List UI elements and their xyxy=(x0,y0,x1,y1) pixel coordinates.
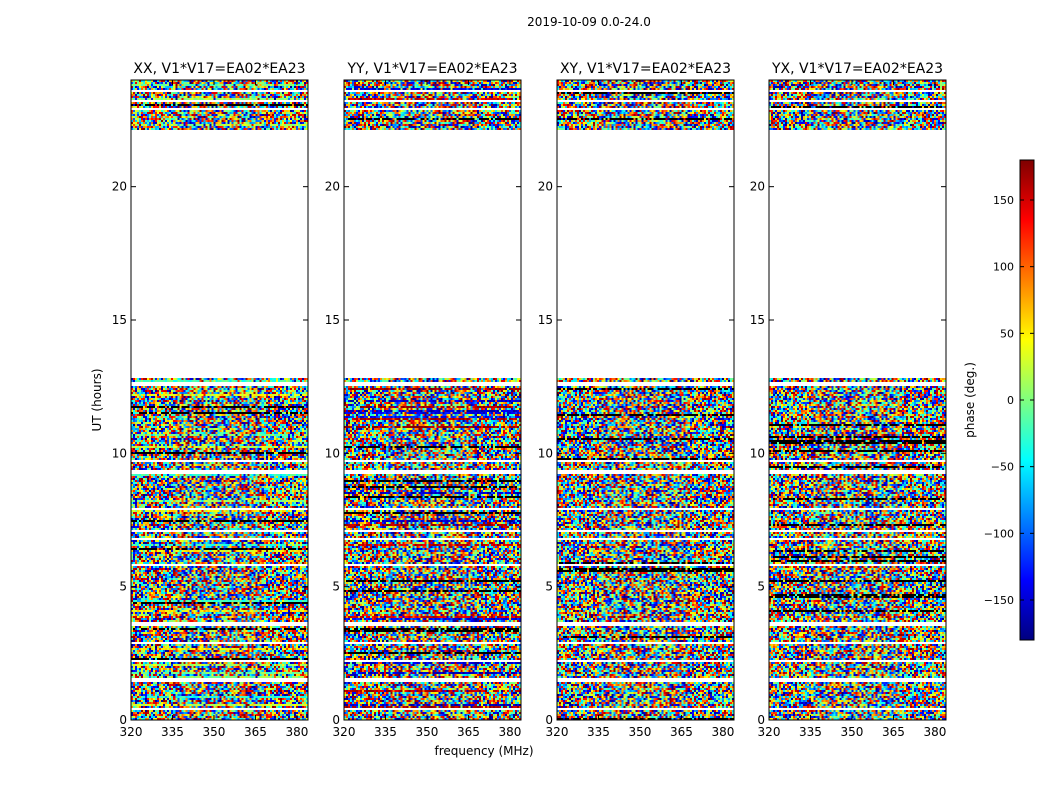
panel-frame xyxy=(556,79,735,721)
x-tick-label: 335 xyxy=(799,725,822,739)
figure-title: 2019-10-09 0.0-24.0 xyxy=(527,15,651,29)
x-tick-label: 365 xyxy=(244,725,267,739)
panel-waterfall-image xyxy=(557,80,734,720)
panel-waterfall-image xyxy=(344,80,521,720)
panels: XX, V1*V17=EA02*EA23 320 335 350 365 380 0 5 10 1… xyxy=(112,61,947,739)
colorbar-tick-label: 150 xyxy=(993,194,1014,207)
x-tick-label: 320 xyxy=(120,725,143,739)
panel-frame xyxy=(343,79,522,721)
x-axis-label: frequency (MHz) xyxy=(434,744,533,758)
colorbar-ticks: 150 100 50 0 −50 −100 −150 xyxy=(984,194,1034,607)
y-axis-label: UT (hours) xyxy=(90,368,104,431)
panel-4: YX, V1*V17=EA02*EA23 320 335 350 365 380 0 5 10 1… xyxy=(750,61,947,739)
panel-waterfall-image xyxy=(769,80,946,720)
y-tick-label: 20 xyxy=(325,180,340,194)
x-tick-label: 350 xyxy=(203,725,226,739)
colorbar-tick-label: −150 xyxy=(984,594,1014,607)
y-tick-label: 15 xyxy=(112,313,127,327)
colorbar-label: phase (deg.) xyxy=(963,362,977,438)
y-tick-label: 15 xyxy=(750,313,765,327)
y-tick-label: 10 xyxy=(538,446,553,460)
y-tick-label: 15 xyxy=(325,313,340,327)
y-tick-label: 20 xyxy=(538,180,553,194)
y-tick-label: 20 xyxy=(750,180,765,194)
x-tick-label: 350 xyxy=(629,725,652,739)
y-tick-label: 5 xyxy=(332,580,340,594)
colorbar-tick-label: −100 xyxy=(984,527,1014,540)
y-tick-label: 20 xyxy=(112,180,127,194)
colorbar-tick-label: 0 xyxy=(1007,394,1014,407)
y-tick-label: 10 xyxy=(112,446,127,460)
y-tick-label: 5 xyxy=(757,580,765,594)
y-tick-label: 0 xyxy=(119,713,127,727)
x-tick-label: 365 xyxy=(457,725,480,739)
panel-title: XY, V1*V17=EA02*EA23 xyxy=(560,61,731,77)
y-tick-label: 10 xyxy=(325,446,340,460)
x-tick-label: 320 xyxy=(546,725,569,739)
x-tick-label: 320 xyxy=(333,725,356,739)
colorbar-tick-label: −50 xyxy=(991,461,1014,474)
y-tick-label: 15 xyxy=(538,313,553,327)
panel-title: YX, V1*V17=EA02*EA23 xyxy=(771,61,943,77)
panel-1: XX, V1*V17=EA02*EA23 320 335 350 365 380 0 5 10 1… xyxy=(112,61,309,739)
panel-2: YY, V1*V17=EA02*EA23 320 335 350 365 380 0 5 10 1… xyxy=(325,61,522,739)
x-tick-label: 380 xyxy=(285,725,308,739)
y-tick-label: 10 xyxy=(750,446,765,460)
panel-frame xyxy=(768,79,947,721)
colorbar-tick-label: 50 xyxy=(1000,327,1014,340)
x-tick-label: 380 xyxy=(711,725,734,739)
y-tick-label: 0 xyxy=(545,713,553,727)
y-tick-label: 0 xyxy=(332,713,340,727)
panel-3: XY, V1*V17=EA02*EA23 320 335 350 365 380 0 5 10 1… xyxy=(538,61,735,739)
x-tick-label: 335 xyxy=(587,725,610,739)
x-tick-label: 320 xyxy=(758,725,781,739)
x-tick-label: 380 xyxy=(498,725,521,739)
colorbar: 150 100 50 0 −50 −100 −150 phase (deg.) xyxy=(963,159,1035,641)
x-tick-label: 335 xyxy=(161,725,184,739)
panel-title: YY, V1*V17=EA02*EA23 xyxy=(346,61,517,77)
x-tick-label: 350 xyxy=(841,725,864,739)
x-tick-label: 365 xyxy=(670,725,693,739)
y-tick-label: 0 xyxy=(757,713,765,727)
x-tick-label: 350 xyxy=(416,725,439,739)
x-tick-label: 365 xyxy=(882,725,905,739)
y-tick-label: 5 xyxy=(545,580,553,594)
x-tick-label: 335 xyxy=(374,725,397,739)
x-tick-label: 380 xyxy=(923,725,946,739)
panel-waterfall-image xyxy=(131,80,308,720)
y-tick-label: 5 xyxy=(119,580,127,594)
panel-frame xyxy=(130,79,309,721)
panel-title: XX, V1*V17=EA02*EA23 xyxy=(133,61,305,77)
colorbar-tick-label: 100 xyxy=(993,261,1014,274)
